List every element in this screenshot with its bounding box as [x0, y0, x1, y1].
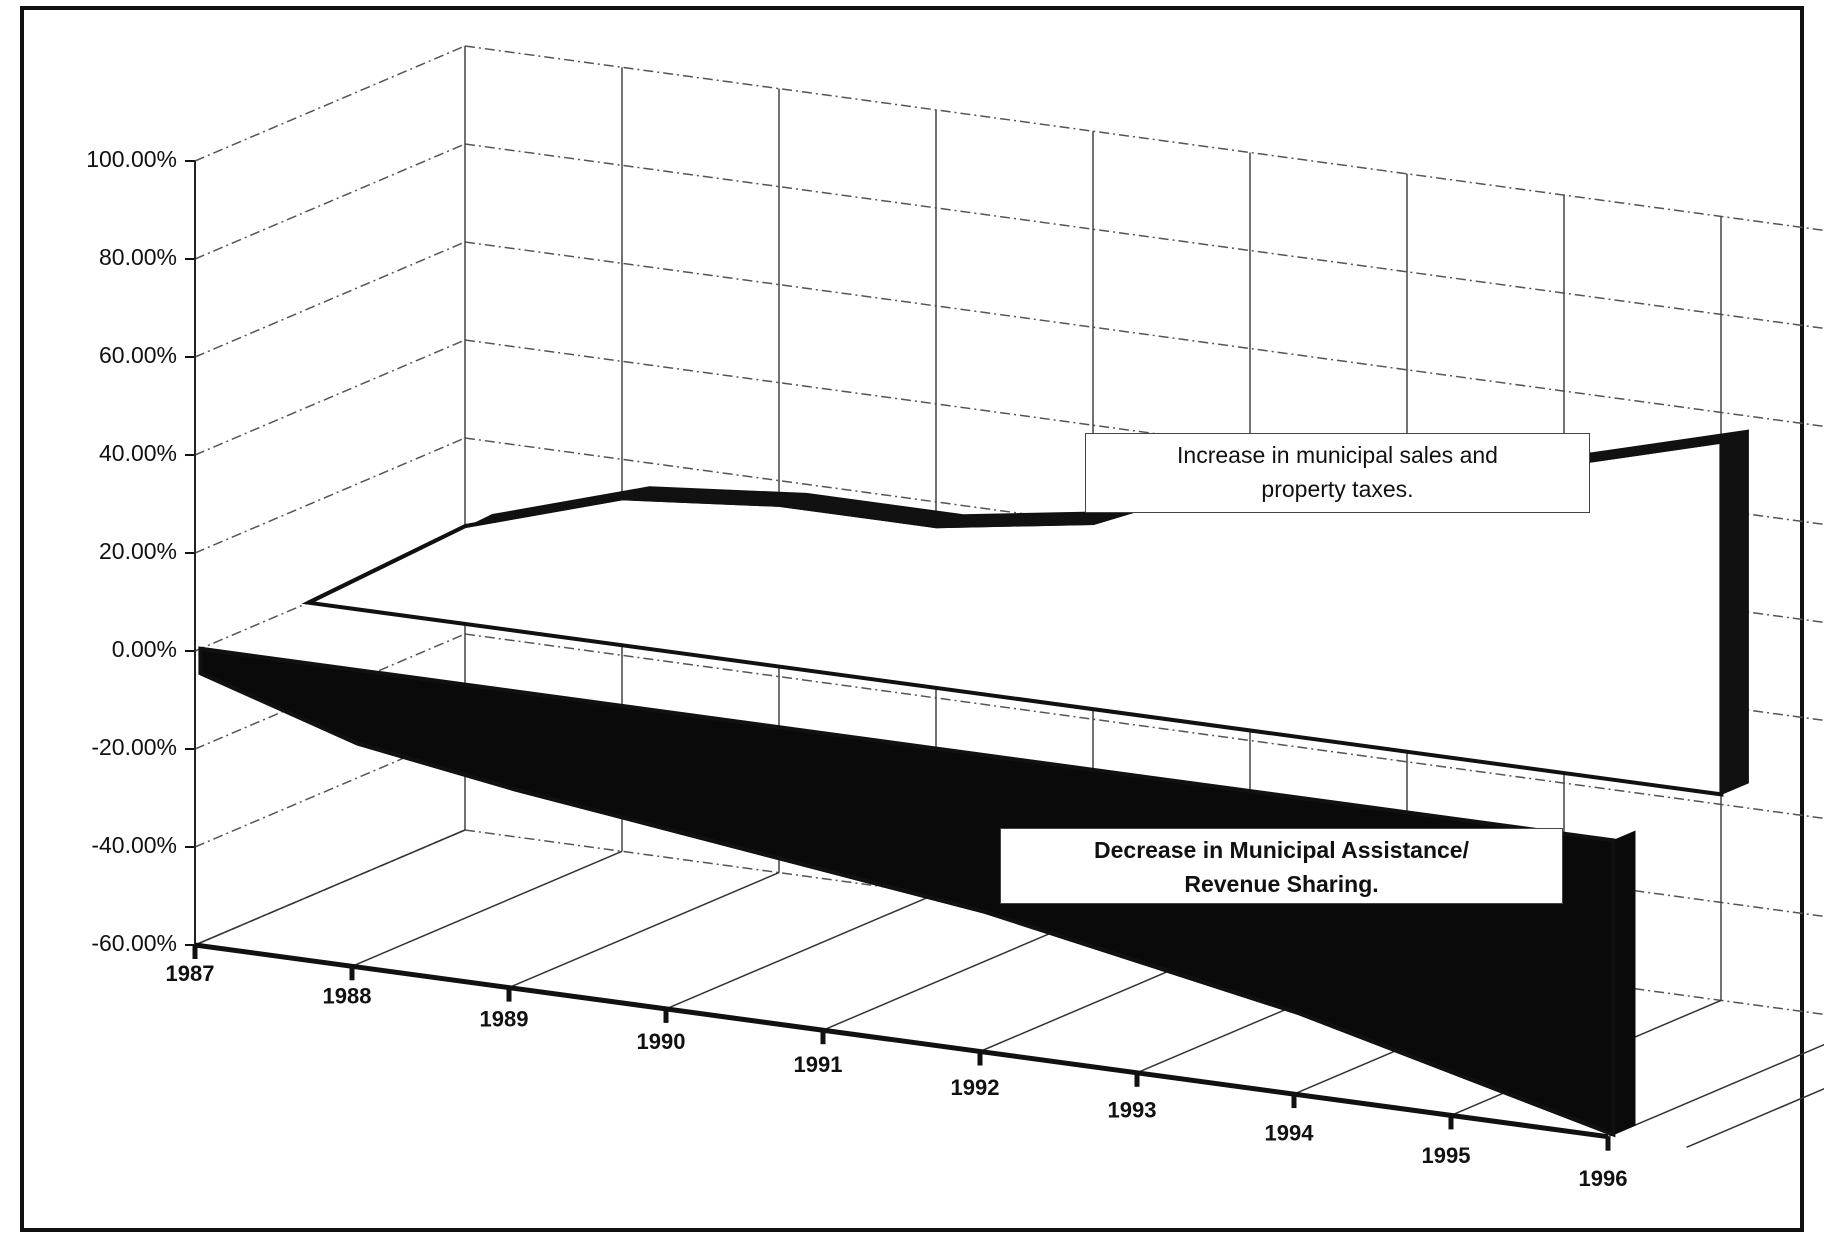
x-tick-label: 1996	[1579, 1166, 1628, 1191]
x-axis	[194, 942, 1609, 1140]
x-tick-label: 1993	[1108, 1098, 1157, 1123]
grid-line	[194, 241, 466, 358]
area-side	[1720, 429, 1749, 796]
area-edge	[199, 671, 1615, 1137]
grid-line	[464, 45, 1824, 232]
floor-line	[194, 829, 466, 946]
x-tick-label: 1989	[480, 1006, 529, 1031]
grid-line	[194, 45, 466, 162]
area-side	[1612, 830, 1636, 1136]
floor-line	[1686, 1087, 1824, 1149]
x-tick-label: 1994	[1265, 1120, 1315, 1145]
y-tick-label: -20.00%	[91, 734, 177, 760]
floor-line	[822, 914, 1094, 1031]
x-tick-label: 1987	[166, 961, 215, 986]
y-tick-label: 100.00%	[86, 146, 177, 172]
y-tick-label: -60.00%	[91, 930, 177, 956]
floor-line	[665, 893, 937, 1010]
grid-line	[194, 339, 466, 456]
grid-line	[194, 143, 466, 260]
x-tick-label: 1988	[323, 984, 372, 1009]
x-tick-label: 1991	[794, 1052, 843, 1077]
y-tick-label: 80.00%	[99, 244, 177, 270]
y-tick-label: 0.00%	[112, 636, 177, 662]
grid-line	[464, 731, 1824, 918]
x-tick-label: 1992	[951, 1075, 1000, 1100]
x-tick-label: 1995	[1422, 1143, 1471, 1168]
y-tick-label: 60.00%	[99, 342, 177, 368]
floor-line	[508, 871, 780, 989]
y-tick-label: -40.00%	[91, 832, 177, 858]
y-tick-label: 40.00%	[99, 440, 177, 466]
series-label: Increase in municipal sales and property…	[1085, 433, 1590, 513]
grid-line	[464, 829, 1824, 1016]
grid-line	[464, 633, 1824, 820]
floor-line	[1607, 1043, 1824, 1138]
grid-line	[464, 241, 1824, 428]
grid-line	[464, 143, 1824, 330]
x-tick-label: 1990	[637, 1029, 686, 1054]
floor-line	[351, 850, 623, 967]
grid-line	[194, 437, 466, 554]
y-tick-label: 20.00%	[99, 538, 177, 564]
series-label: Decrease in Municipal Assistance/ Revenu…	[1000, 828, 1563, 904]
